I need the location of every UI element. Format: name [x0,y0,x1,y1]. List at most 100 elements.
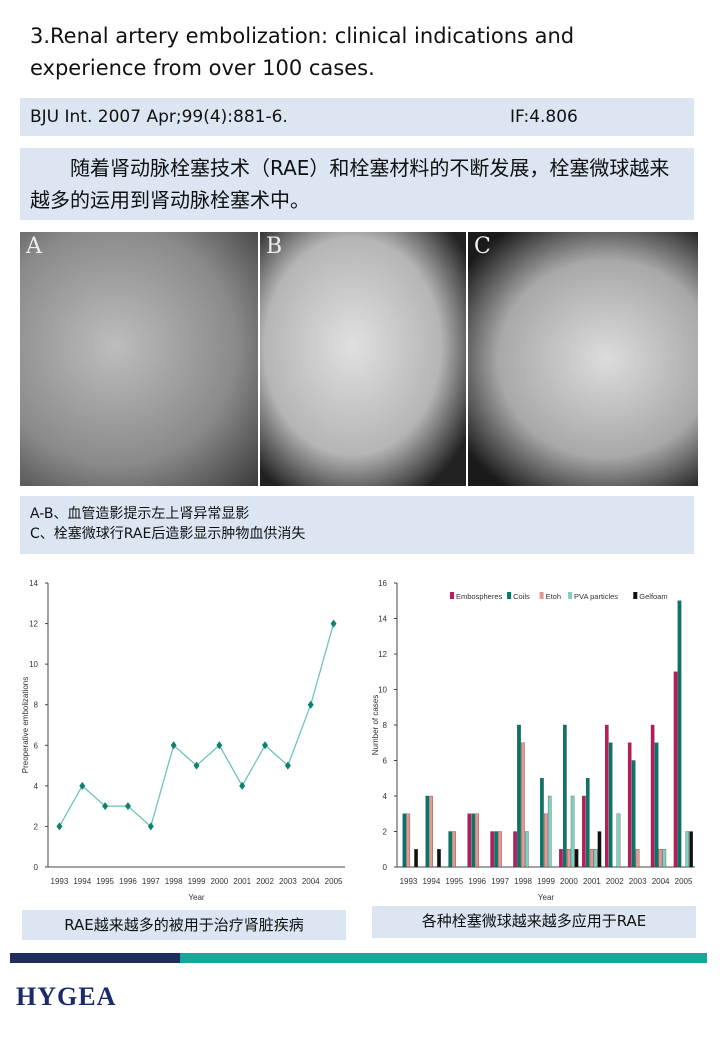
data-point [147,822,154,831]
bar [631,760,636,868]
x-tick-label: 2000 [560,877,578,886]
x-tick-label: 1994 [73,877,91,886]
x-tick-label: 1994 [422,877,440,886]
bar [540,778,544,868]
bar [593,849,598,868]
bar [650,724,655,868]
y-axis-label: Number of cases [371,695,380,755]
x-tick-label: 2002 [606,877,624,886]
bar-chart-caption: 各种栓塞微球越来越多应用于RAE [372,906,696,938]
x-tick-label: 1996 [119,877,137,886]
footer-bar-teal [180,953,707,963]
legend-swatch [450,592,454,599]
y-tick-label: 2 [34,822,39,831]
bar [547,795,552,868]
bar [677,600,682,868]
impact-factor: IF:4.806 [510,107,578,127]
intro-text: 随着肾动脉栓塞技术（RAE）和栓塞材料的不断发展，栓塞微球越来越多的运用到肾动脉… [20,148,694,220]
x-tick-label: 2004 [302,877,320,886]
data-point [56,822,63,831]
legend-swatch [633,592,638,599]
y-tick-label: 12 [378,650,387,659]
bar [544,813,548,868]
x-tick-label: 1995 [96,877,114,886]
bar [574,849,579,868]
data-point [79,781,86,790]
x-tick-label: 1999 [537,877,555,886]
x-tick-label: 1993 [51,877,69,886]
bar [494,831,498,868]
bar [498,831,502,868]
bar [414,849,418,868]
bar [585,778,590,868]
bar [654,742,659,868]
y-tick-label: 8 [383,721,388,730]
bar [513,831,517,868]
legend-swatch [568,592,572,599]
bar [452,831,456,868]
y-tick-label: 8 [34,701,39,710]
x-tick-label: 1995 [445,877,463,886]
legend-label: Etoh [546,592,561,601]
data-point [170,741,177,750]
bar [635,849,640,868]
bar [425,795,430,868]
line-chart: 0 2 4 6 8 10 12 14 1993 1994 1995 1996 1997 1998 1999 2… [21,579,345,902]
x-tick-label: 2001 [233,877,251,886]
data-point [284,761,291,770]
citation-bar: BJU Int. 2007 Apr;99(4):881-6. IF:4.806 [20,98,694,136]
x-tick-label: 1999 [188,877,206,886]
bar [490,831,494,868]
angiogram-b: B [260,232,466,486]
x-tick-label: 2005 [325,877,343,886]
bar [589,849,594,868]
legend-label: Coils [513,592,530,601]
bar [608,742,613,868]
data-point [239,781,246,790]
legend-swatch [507,592,512,599]
bar [604,724,609,868]
bar [582,795,586,868]
x-tick-label: 1996 [468,877,486,886]
slide-title: 3.Renal artery embolization: clinical in… [30,24,575,80]
bar [524,831,529,868]
legend-swatch [539,592,544,599]
bar [429,795,433,868]
bar [559,849,563,868]
bar [448,831,453,868]
x-axis-label: Year [538,893,555,902]
series-line [58,623,335,828]
bar [471,813,475,868]
x-axis-label: Year [188,893,205,902]
citation-journal: BJU Int. 2007 Apr;99(4):881-6. [30,107,288,127]
y-tick-label: 0 [383,863,388,872]
angiogram-a: A [20,232,258,486]
bar [467,813,472,868]
x-tick-label: 1998 [165,877,183,886]
line-chart-caption: RAE越来越多的被用于治疗肾脏疾病 [22,910,346,940]
hygea-logo: HYGEA [16,982,117,1011]
data-point [262,741,269,750]
data-point [124,802,131,811]
bar [658,849,663,868]
data-point [216,741,223,750]
data-point [330,619,337,628]
bar-chart: 0 2 4 6 8 10 12 14 16 1993 1994 1995 1996 1997 1998 199… [371,579,695,902]
bar [406,813,411,868]
bar [570,795,575,868]
bar [662,849,667,868]
image-caption: A-B、血管造影提示左上肾异常显影 C、栓塞微球行RAE后造影显示肿物血供消失 [20,496,694,554]
y-tick-label: 10 [29,660,38,669]
y-axis-label: Preoperative embolizations [21,677,30,774]
x-tick-label: 1997 [142,877,160,886]
bar [597,831,602,868]
bar [566,849,571,868]
x-tick-label: 2004 [652,877,670,886]
angiogram-c: C [468,232,698,486]
bar [475,813,479,868]
bar [616,813,621,868]
y-tick-label: 4 [34,782,39,791]
x-tick-label: 2000 [210,877,228,886]
x-tick-label: 2001 [583,877,601,886]
footer-bar-navy [10,953,180,963]
